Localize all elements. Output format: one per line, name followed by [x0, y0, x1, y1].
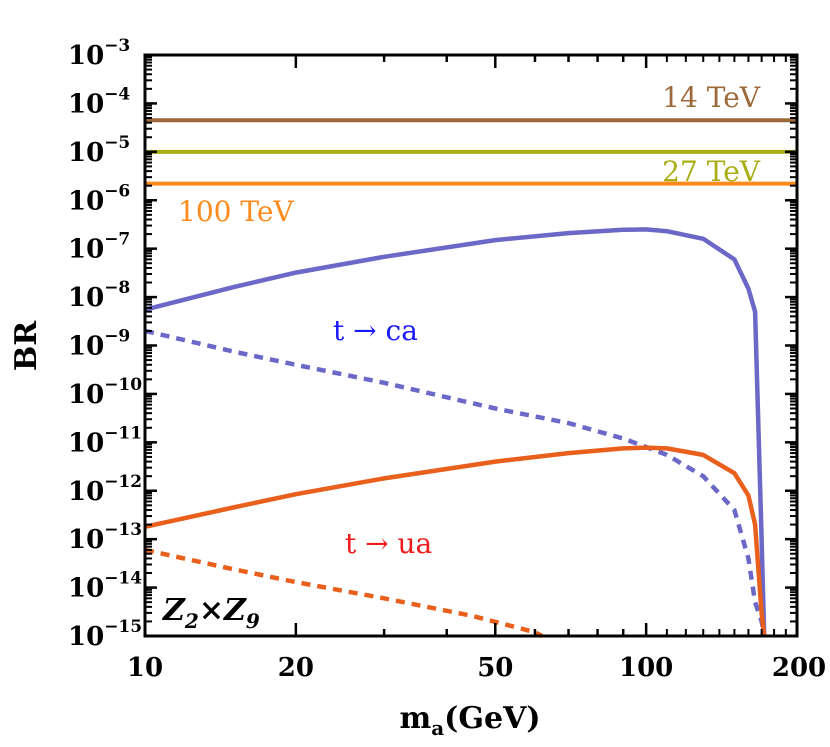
y-tick-label: 10−13 — [68, 520, 142, 555]
y-tick-base: 10 — [68, 186, 104, 216]
x-axis-title: ma(GeV) — [399, 701, 540, 740]
series-lines — [144, 227, 767, 638]
x-tick-label: 50 — [477, 653, 513, 683]
y-tick-label: 10−6 — [68, 181, 130, 216]
y-tick-exp: −4 — [104, 84, 130, 104]
y-tick-exp: −8 — [104, 278, 130, 298]
series-line-2 — [144, 445, 767, 637]
annotation-t-ua: t → ua — [345, 527, 432, 560]
y-tick-base: 10 — [68, 428, 104, 458]
y-tick-labels: 10−310−410−510−610−710−810−910−1010−1110… — [68, 36, 142, 652]
y-tick-exp: −5 — [104, 133, 130, 153]
y-tick-base: 10 — [68, 332, 104, 362]
y-tick-label: 10−12 — [68, 472, 142, 507]
annotation-t-ca: t → ca — [333, 314, 418, 347]
plot-lines — [144, 118, 797, 638]
y-tick-exp: −14 — [104, 569, 142, 589]
y-tick-label: 10−5 — [68, 133, 130, 168]
y-tick-base: 10 — [68, 380, 104, 410]
model-label: Z2×Z9 — [162, 593, 260, 633]
x-tick-label: 10 — [127, 653, 163, 683]
y-tick-label: 10−14 — [68, 569, 142, 604]
reference-lines — [145, 118, 797, 186]
y-tick-exp: −9 — [104, 327, 130, 347]
y-tick-exp: −10 — [104, 375, 142, 395]
y-tick-base: 10 — [68, 41, 104, 71]
y-tick-exp: −13 — [104, 520, 142, 540]
x-tick-label: 100 — [619, 653, 673, 683]
y-tick-base: 10 — [68, 283, 104, 313]
ref-label-27tev: 27 TeV — [662, 155, 761, 188]
model-label-a: Z — [162, 593, 186, 628]
y-tick-label: 10−7 — [68, 230, 130, 265]
y-tick-label: 10−10 — [68, 375, 142, 410]
model-label-b: Z — [223, 593, 247, 628]
y-tick-base: 10 — [68, 235, 104, 265]
y-tick-label: 10−8 — [68, 278, 130, 313]
y-tick-exp: −3 — [104, 36, 130, 56]
model-label-op: × — [199, 593, 224, 628]
y-tick-label: 10−9 — [68, 327, 130, 362]
y-tick-base: 10 — [68, 89, 104, 119]
x-tick-label: 200 — [772, 653, 826, 683]
y-tick-base: 10 — [68, 477, 104, 507]
y-tick-label: 10−3 — [68, 36, 130, 71]
y-tick-label: 10−15 — [68, 617, 142, 652]
series-line-1 — [144, 328, 767, 637]
ref-label-100tev: 100 TeV — [178, 195, 294, 228]
y-tick-base: 10 — [68, 525, 104, 555]
x-axis-title-m: m — [399, 701, 431, 736]
model-label-b-sub: 9 — [246, 609, 260, 633]
y-tick-label: 10−11 — [68, 423, 142, 458]
series-line-0 — [144, 227, 767, 637]
y-tick-exp: −12 — [104, 472, 142, 492]
x-axis-title-sub: a — [431, 716, 444, 740]
x-tick-label: 20 — [278, 653, 314, 683]
y-tick-exp: −6 — [104, 181, 130, 201]
y-tick-base: 10 — [68, 574, 104, 604]
y-tick-base: 10 — [68, 622, 104, 652]
plot-frame — [143, 53, 799, 638]
y-tick-exp: −15 — [104, 617, 142, 637]
series-line-3 — [144, 547, 544, 638]
model-label-a-sub: 2 — [184, 609, 199, 633]
tick-marks — [143, 53, 799, 638]
ref-label-14tev: 14 TeV — [662, 81, 761, 114]
y-axis-title: BR — [9, 320, 44, 371]
y-tick-label: 10−4 — [68, 84, 130, 119]
y-tick-base: 10 — [68, 138, 104, 168]
y-tick-exp: −11 — [104, 423, 142, 443]
x-tick-labels: 10 20 50 100 200 — [127, 653, 826, 683]
y-tick-exp: −7 — [104, 230, 130, 250]
x-axis-title-unit: (GeV) — [444, 701, 540, 736]
